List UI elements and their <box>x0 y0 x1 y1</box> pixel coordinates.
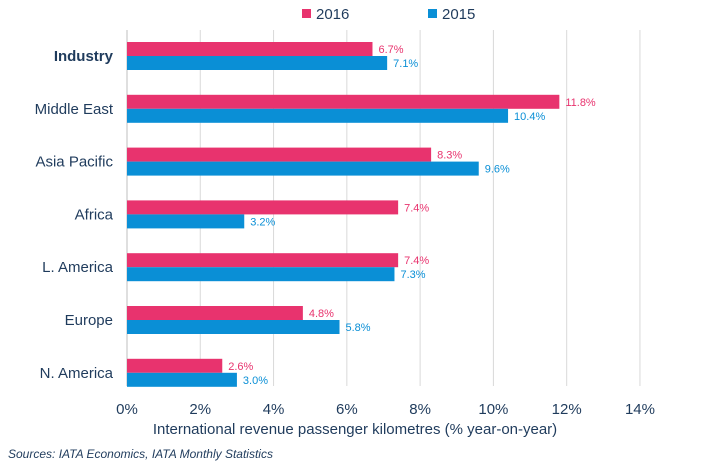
legend-label: 2016 <box>316 6 349 23</box>
bar-2015 <box>127 214 245 229</box>
bar-2015 <box>127 161 479 176</box>
data-label: 7.3% <box>400 269 425 281</box>
x-tick-label: 10% <box>478 401 508 418</box>
legend-label: 2015 <box>442 6 475 23</box>
data-labels: 6.7% 7.1% 11.8% 10.4% 8.3% 9.6% 7.4% 3.2% 7.4% 7.… <box>228 44 596 387</box>
data-label: 10.4% <box>514 111 545 123</box>
source-note: Sources: IATA Economics, IATA Monthly St… <box>8 447 273 461</box>
bars <box>127 42 560 387</box>
data-label: 3.2% <box>250 216 275 228</box>
bar-2015 <box>127 56 388 70</box>
x-tick-label: 4% <box>263 401 285 418</box>
data-label: 11.8% <box>565 97 596 109</box>
bar-2016 <box>127 94 560 109</box>
category-label: Africa <box>75 206 114 223</box>
bar-2015 <box>127 108 509 123</box>
data-label: 6.7% <box>378 44 403 56</box>
category-label: Industry <box>54 48 114 65</box>
category-label: Asia Pacific <box>35 154 113 171</box>
x-tick-label: 12% <box>552 401 582 418</box>
x-axis-title: International revenue passenger kilometr… <box>153 421 557 438</box>
category-label: N. America <box>40 365 114 382</box>
category-label: Middle East <box>35 101 114 118</box>
data-label: 7.4% <box>404 255 429 267</box>
bar-2016 <box>127 358 223 373</box>
category-label: L. America <box>42 259 114 276</box>
bar-2016 <box>127 306 303 320</box>
bar-2016 <box>127 147 432 162</box>
legend: 2016 2015 <box>302 6 475 23</box>
x-tick-label: 14% <box>625 401 655 418</box>
data-label: 4.8% <box>309 308 334 320</box>
bar-2015 <box>127 320 340 334</box>
bar-2015 <box>127 372 237 387</box>
data-label: 8.3% <box>437 150 462 162</box>
data-label: 5.8% <box>346 322 371 334</box>
legend-swatch-2015 <box>428 9 437 18</box>
category-labels: Industry Middle East Asia Pacific Africa L. … <box>35 48 114 382</box>
data-label: 7.4% <box>404 202 429 214</box>
legend-swatch-2016 <box>302 9 311 18</box>
bar-2016 <box>127 253 399 268</box>
x-tick-labels: 0% 2% 4% 6% 8% 10% 12% 14% <box>116 401 655 418</box>
data-label: 2.6% <box>228 361 253 373</box>
bar-2016 <box>127 42 373 56</box>
category-label: Europe <box>65 312 113 329</box>
bar-2015 <box>127 267 395 282</box>
x-tick-label: 2% <box>189 401 211 418</box>
x-tick-label: 8% <box>409 401 431 418</box>
data-label: 9.6% <box>485 164 510 176</box>
data-label: 7.1% <box>393 58 418 70</box>
bar-2016 <box>127 200 399 215</box>
x-tick-label: 0% <box>116 401 138 418</box>
data-label: 3.0% <box>243 375 268 387</box>
x-tick-label: 6% <box>336 401 358 418</box>
